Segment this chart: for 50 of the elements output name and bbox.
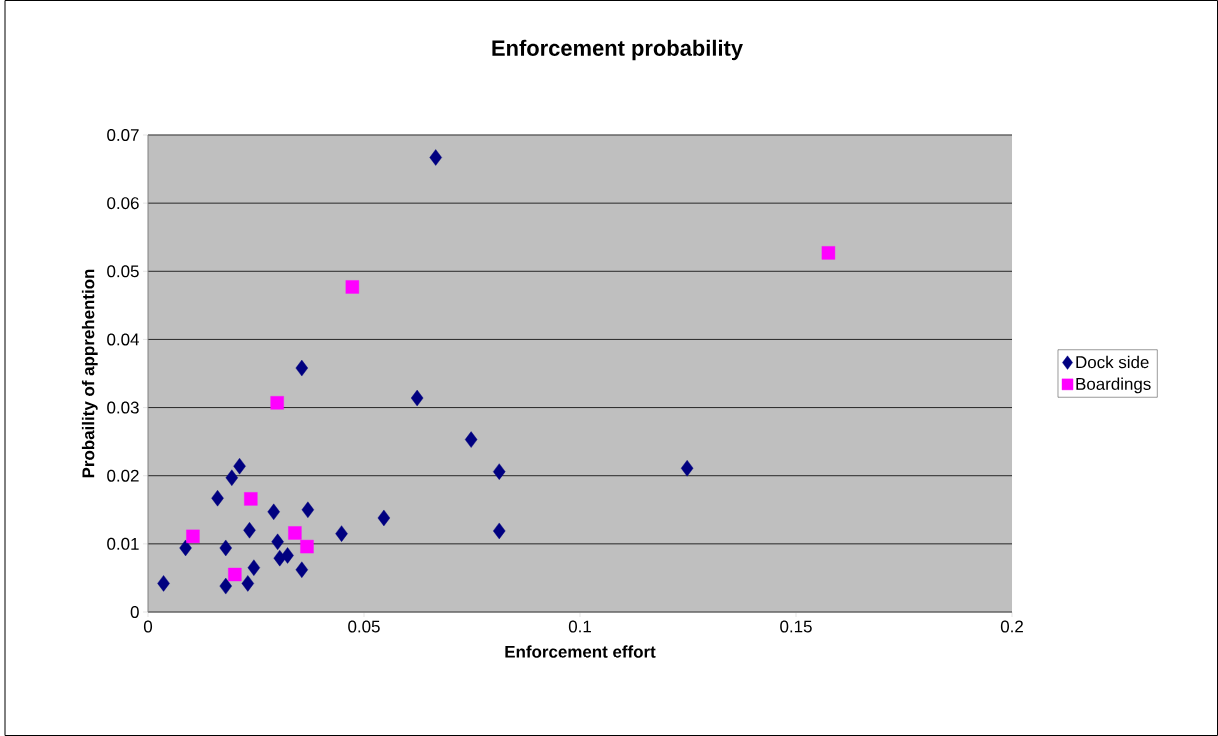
point xyxy=(219,539,232,557)
legend-label: Boardings xyxy=(1076,377,1151,394)
point xyxy=(219,577,232,595)
point xyxy=(267,503,280,521)
y-tick-label: 0.01 xyxy=(107,537,139,550)
point xyxy=(377,509,391,527)
point xyxy=(247,559,261,576)
point xyxy=(821,246,836,260)
point xyxy=(241,575,254,592)
point xyxy=(410,389,424,407)
point xyxy=(157,575,170,592)
point xyxy=(179,539,192,557)
y-tick-label: 0.04 xyxy=(107,333,139,346)
y-tick-label: 0 xyxy=(130,606,139,618)
x-tick-label: 0.1 xyxy=(568,620,591,633)
y-axis-title: Probaility of apprehention xyxy=(81,269,98,478)
x-axis-title: Enforcement effort xyxy=(505,645,656,658)
point xyxy=(295,359,308,377)
x-tick-label: 0.15 xyxy=(780,620,812,633)
point xyxy=(271,533,284,551)
point xyxy=(301,501,315,518)
point xyxy=(680,460,694,477)
point xyxy=(186,529,200,544)
point xyxy=(335,525,348,542)
point xyxy=(243,522,256,539)
point xyxy=(211,490,224,507)
chart-title: Enforcement probability xyxy=(492,39,743,61)
point xyxy=(244,492,258,506)
y-tick-label: 0.02 xyxy=(107,469,139,482)
point xyxy=(493,463,506,480)
x-tick-label: 0 xyxy=(143,620,153,633)
point xyxy=(493,522,506,540)
point xyxy=(225,469,239,486)
point xyxy=(228,567,242,582)
y-tick-label: 0.05 xyxy=(107,265,139,278)
point xyxy=(233,457,246,475)
y-tick-label: 0.07 xyxy=(107,129,139,141)
x-tick-label: 0.05 xyxy=(348,620,380,633)
point xyxy=(464,431,478,448)
point xyxy=(295,561,308,578)
point xyxy=(429,149,442,166)
point xyxy=(345,280,360,294)
y-tick-label: 0.06 xyxy=(107,197,139,210)
legend-label: Dock side xyxy=(1076,355,1149,369)
point xyxy=(281,547,294,564)
point xyxy=(288,526,302,540)
point xyxy=(270,396,284,410)
point xyxy=(300,539,314,554)
y-tick-label: 0.03 xyxy=(107,401,139,414)
x-tick-label: 0.2 xyxy=(1000,620,1023,633)
